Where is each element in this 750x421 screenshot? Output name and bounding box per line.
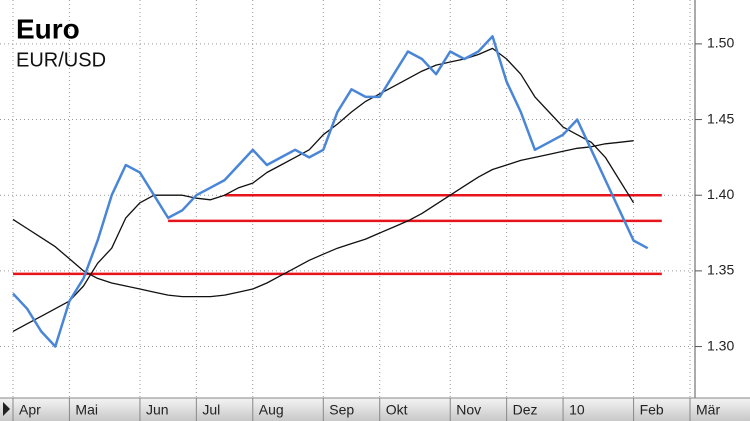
x-tick-label: Sep bbox=[329, 402, 354, 418]
y-tick-label: 1.35 bbox=[707, 262, 734, 278]
x-tick-label: Feb bbox=[640, 402, 664, 418]
y-tick-label: 1.40 bbox=[707, 186, 734, 202]
series-line bbox=[12, 140, 634, 298]
x-tick-label: Jul bbox=[202, 402, 220, 418]
x-tick-label: Aug bbox=[259, 402, 284, 418]
series-line bbox=[12, 47, 635, 332]
plot-area bbox=[0, 0, 695, 398]
x-tick-label: Apr bbox=[19, 402, 41, 418]
x-tick-label: Nov bbox=[456, 402, 481, 418]
series-line bbox=[12, 35, 649, 348]
x-tick-label: Jun bbox=[146, 402, 169, 418]
x-tick-label: Okt bbox=[386, 402, 408, 418]
x-tick-label: Dez bbox=[513, 402, 538, 418]
x-tick-label: 10 bbox=[569, 402, 585, 418]
chart-title: Euro bbox=[16, 13, 80, 44]
scroll-arrow[interactable] bbox=[3, 402, 10, 416]
x-tick-label: Mär bbox=[696, 402, 720, 418]
y-tick-label: 1.30 bbox=[707, 337, 734, 353]
y-tick-label: 1.45 bbox=[707, 110, 734, 126]
y-tick-label: 1.50 bbox=[707, 35, 734, 51]
x-tick-label: Mai bbox=[75, 402, 98, 418]
chart-subtitle: EUR/USD bbox=[16, 49, 106, 71]
time-strip bbox=[0, 398, 750, 421]
